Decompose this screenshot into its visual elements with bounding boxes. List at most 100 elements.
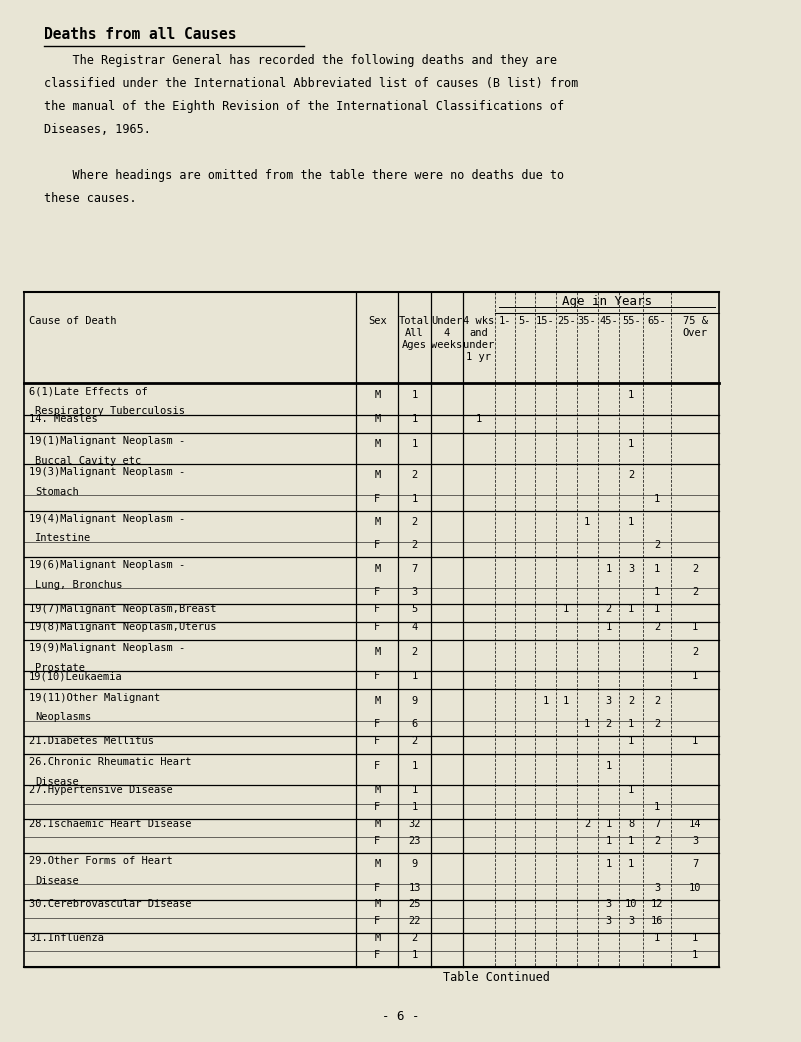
Text: F: F <box>374 916 380 926</box>
Text: 1: 1 <box>628 836 634 846</box>
Text: 1: 1 <box>412 439 417 449</box>
Text: Under
4
weeks: Under 4 weeks <box>431 316 463 350</box>
Text: Prostate: Prostate <box>35 663 85 673</box>
Text: 3: 3 <box>628 564 634 573</box>
Text: 19(1)Malignant Neoplasm -: 19(1)Malignant Neoplasm - <box>29 436 185 446</box>
Text: Neoplasms: Neoplasms <box>35 713 91 722</box>
Text: 1: 1 <box>606 819 611 829</box>
Text: 1: 1 <box>654 934 660 943</box>
Text: 14. Measles: 14. Measles <box>29 415 98 424</box>
Text: 2: 2 <box>412 934 417 943</box>
Text: 2: 2 <box>692 647 698 656</box>
Text: 30.Cerebrovascular Disease: 30.Cerebrovascular Disease <box>29 899 191 910</box>
Text: 1: 1 <box>628 860 634 869</box>
Text: 2: 2 <box>628 470 634 480</box>
Text: 2: 2 <box>412 517 417 527</box>
Text: 2: 2 <box>654 696 660 705</box>
Text: Age in Years: Age in Years <box>562 295 652 307</box>
Text: 25-: 25- <box>557 316 576 326</box>
Text: 55-: 55- <box>622 316 641 326</box>
Text: 35-: 35- <box>578 316 597 326</box>
Text: Lung, Bronchus: Lung, Bronchus <box>35 580 123 590</box>
Text: 1: 1 <box>606 564 611 573</box>
Text: 19(3)Malignant Neoplasm -: 19(3)Malignant Neoplasm - <box>29 467 185 477</box>
Text: 16: 16 <box>651 916 663 926</box>
Text: F: F <box>374 603 380 614</box>
Text: Where headings are omitted from the table there were no deaths due to: Where headings are omitted from the tabl… <box>44 169 564 181</box>
Text: 13: 13 <box>409 883 421 893</box>
Text: 4: 4 <box>412 622 417 631</box>
Text: 1: 1 <box>654 564 660 573</box>
Text: 22: 22 <box>409 916 421 926</box>
Text: 1: 1 <box>606 836 611 846</box>
Text: F: F <box>374 540 380 550</box>
Text: M: M <box>374 696 380 705</box>
Text: Total
All
Ages: Total All Ages <box>399 316 430 350</box>
Text: F: F <box>374 622 380 631</box>
Text: 9: 9 <box>412 696 417 705</box>
Text: 27.Hypertensive Disease: 27.Hypertensive Disease <box>29 786 172 795</box>
Text: 6: 6 <box>412 719 417 729</box>
Text: 2: 2 <box>412 470 417 480</box>
Text: M: M <box>374 860 380 869</box>
Text: 10: 10 <box>689 883 702 893</box>
Text: 1: 1 <box>692 622 698 631</box>
Text: 21.Diabetes Mellitus: 21.Diabetes Mellitus <box>29 736 154 746</box>
Text: 6(1)Late Effects of: 6(1)Late Effects of <box>29 387 147 397</box>
Text: 1: 1 <box>654 494 660 503</box>
Text: classified under the International Abbreviated list of causes (B list) from: classified under the International Abbre… <box>44 77 578 90</box>
Text: 2: 2 <box>412 736 417 746</box>
Text: F: F <box>374 587 380 597</box>
Text: 1: 1 <box>628 719 634 729</box>
Text: 1: 1 <box>412 786 417 795</box>
Text: 2: 2 <box>628 696 634 705</box>
Text: 65-: 65- <box>648 316 666 326</box>
Text: M: M <box>374 899 380 910</box>
Text: F: F <box>374 719 380 729</box>
Text: 2: 2 <box>584 819 590 829</box>
Text: 19(7)Malignant Neoplasm,Breast: 19(7)Malignant Neoplasm,Breast <box>29 603 216 614</box>
Text: 3: 3 <box>412 587 417 597</box>
Text: 15-: 15- <box>536 316 555 326</box>
Text: Stomach: Stomach <box>35 487 79 497</box>
Text: F: F <box>374 883 380 893</box>
Text: these causes.: these causes. <box>44 192 137 204</box>
Text: 8: 8 <box>628 819 634 829</box>
Text: 2: 2 <box>412 647 417 656</box>
Text: 19(9)Malignant Neoplasm -: 19(9)Malignant Neoplasm - <box>29 643 185 653</box>
Text: Sex: Sex <box>368 316 387 326</box>
Text: M: M <box>374 470 380 480</box>
Text: F: F <box>374 836 380 846</box>
Text: 10: 10 <box>625 899 638 910</box>
Text: 2: 2 <box>692 587 698 597</box>
Text: Diseases, 1965.: Diseases, 1965. <box>44 123 151 135</box>
Text: 1: 1 <box>692 950 698 960</box>
Text: 1: 1 <box>628 603 634 614</box>
Text: 1: 1 <box>606 761 611 771</box>
Text: M: M <box>374 390 380 400</box>
Text: Table Continued: Table Continued <box>443 971 550 984</box>
Text: 9: 9 <box>412 860 417 869</box>
Text: 5-: 5- <box>519 316 531 326</box>
Text: 1: 1 <box>412 390 417 400</box>
Text: 1: 1 <box>542 696 549 705</box>
Text: 3: 3 <box>606 899 611 910</box>
Text: 1: 1 <box>628 736 634 746</box>
Text: 19(8)Malignant Neoplasm,Uterus: 19(8)Malignant Neoplasm,Uterus <box>29 622 216 631</box>
Text: F: F <box>374 671 380 681</box>
Text: Deaths from all Causes: Deaths from all Causes <box>44 27 236 42</box>
Text: 1: 1 <box>606 622 611 631</box>
Text: 1: 1 <box>412 671 417 681</box>
Text: M: M <box>374 439 380 449</box>
Text: 1: 1 <box>692 934 698 943</box>
Text: 3: 3 <box>692 836 698 846</box>
Text: 1: 1 <box>692 671 698 681</box>
Text: Respiratory Tuberculosis: Respiratory Tuberculosis <box>35 406 185 417</box>
Text: 1: 1 <box>476 415 482 424</box>
Text: 1: 1 <box>412 950 417 960</box>
Text: F: F <box>374 950 380 960</box>
Text: 45-: 45- <box>599 316 618 326</box>
Text: 1: 1 <box>412 494 417 503</box>
Text: 1: 1 <box>563 603 570 614</box>
Text: 3: 3 <box>606 696 611 705</box>
